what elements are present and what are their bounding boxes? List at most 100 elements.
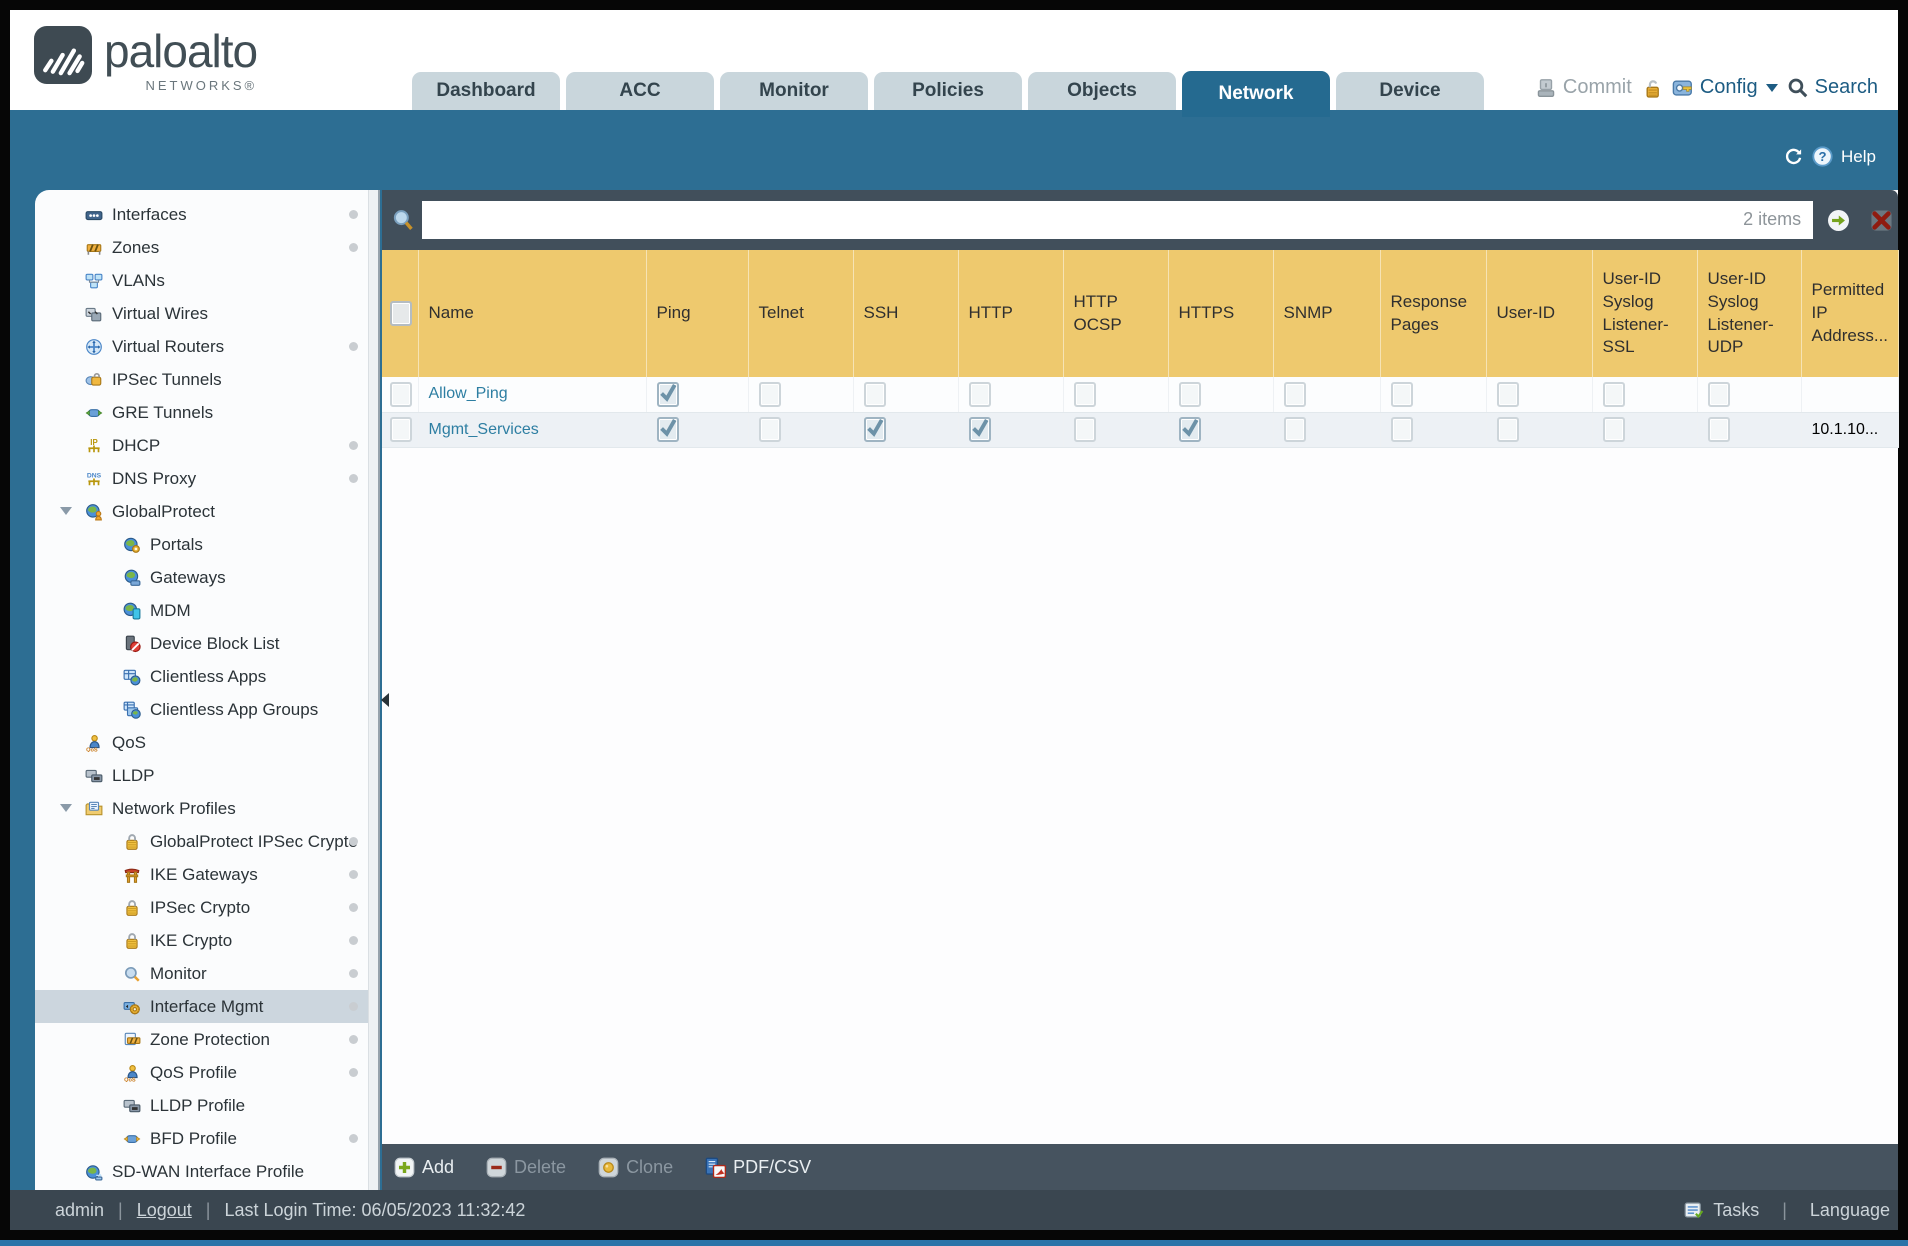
interface-mgmt-icon [123, 998, 141, 1016]
main-tabs: Dashboard ACC Monitor Policies Objects Networ… [412, 71, 1484, 117]
sidebar-item-globalprotect[interactable]: GlobalProtect [35, 495, 378, 528]
sidebar-item-virtual-wires[interactable]: Virtual Wires [35, 297, 378, 330]
help-label[interactable]: Help [1841, 146, 1876, 166]
column-header-http[interactable]: HTTP [958, 250, 1064, 377]
column-header-name[interactable]: Name [418, 250, 647, 377]
expander-down-icon[interactable] [60, 507, 72, 515]
profile-link[interactable]: Allow_Ping [428, 385, 508, 403]
sidebar-item-portals[interactable]: Portals [35, 528, 378, 561]
ipsec-tunnels-icon [85, 371, 103, 389]
sidebar-item-label: BFD Profile [150, 1128, 237, 1148]
sidebar-collapse-handle[interactable] [381, 693, 389, 707]
sidebar-item-globalprotect-ipsec-crypto[interactable]: GlobalProtect IPSec Crypto [35, 825, 378, 858]
sidebar-item-clientless-apps[interactable]: Clientless Apps [35, 660, 378, 693]
column-header-http-ocsp[interactable]: HTTP OCSP [1063, 250, 1169, 377]
logout-link[interactable]: Logout [136, 1199, 192, 1220]
gre-tunnels-icon [85, 404, 103, 422]
profile-link[interactable]: Mgmt_Services [428, 420, 539, 438]
apply-filter-button[interactable] [1822, 203, 1855, 237]
sidebar-item-sd-wan-interface-profile[interactable]: SD-WAN Interface Profile [35, 1155, 378, 1188]
sidebar-item-dns-proxy[interactable]: DNS DNS Proxy [35, 462, 378, 495]
sidebar-item-zones[interactable]: Zones [35, 231, 378, 264]
lock-open-icon[interactable] [1641, 77, 1663, 99]
tab-policies[interactable]: Policies [874, 72, 1022, 110]
pdfcsv-icon [705, 1157, 727, 1178]
sidebar: Interfaces Zones VLANs Virtual Wires Virtual… [35, 190, 380, 1190]
sidebar-item-ike-crypto[interactable]: IKE Crypto [35, 924, 378, 957]
sidebar-item-lldp[interactable]: LLDP [35, 759, 378, 792]
service-cell-http [958, 377, 1064, 413]
service-cell-https [1168, 377, 1274, 413]
monitor-icon [123, 965, 141, 983]
sidebar-item-device-block-list[interactable]: Device Block List [35, 627, 378, 660]
sidebar-item-virtual-routers[interactable]: Virtual Routers [35, 330, 378, 363]
sidebar-item-lldp-profile[interactable]: LLDP Profile [35, 1089, 378, 1122]
sidebar-item-interfaces[interactable]: Interfaces [35, 198, 378, 231]
column-header-user-id-syslog-listener-ssl[interactable]: User-ID Syslog Listener-SSL [1592, 250, 1698, 377]
tab-network[interactable]: Network [1182, 71, 1330, 117]
column-header-https[interactable]: HTTPS [1168, 250, 1274, 377]
sidebar-item-mdm[interactable]: MDM [35, 594, 378, 627]
sidebar-item-qos[interactable]: QoS QoS [35, 726, 378, 759]
sidebar-item-ipsec-tunnels[interactable]: IPSec Tunnels [35, 363, 378, 396]
sidebar-item-zone-protection[interactable]: Zone Protection [35, 1023, 378, 1056]
sidebar-scrollbar[interactable] [368, 190, 378, 1190]
unchecked-checkbox-icon [1390, 381, 1413, 407]
tab-objects[interactable]: Objects [1028, 72, 1176, 110]
status-dot [349, 243, 358, 252]
column-header-ping[interactable]: Ping [646, 250, 749, 377]
sidebar-item-label: MDM [150, 600, 191, 620]
add-button[interactable]: Add [394, 1157, 454, 1178]
select-all-checkbox[interactable] [390, 301, 412, 326]
config-menu-button[interactable]: Config [1672, 76, 1778, 99]
filter-input[interactable] [422, 201, 1814, 239]
sidebar-item-label: Interface Mgmt [150, 996, 264, 1016]
tab-acc[interactable]: ACC [566, 72, 714, 110]
sidebar-item-ike-gateways[interactable]: IKE Gateways [35, 858, 378, 891]
footer: admin | Logout | Last Login Time: 06/05/… [10, 1190, 1898, 1230]
refresh-icon[interactable] [1783, 146, 1804, 167]
clear-filter-button[interactable] [1865, 203, 1898, 237]
tab-device[interactable]: Device [1336, 72, 1484, 110]
sidebar-item-dhcp[interactable]: IP DHCP [35, 429, 378, 462]
config-icon [1672, 77, 1694, 99]
sidebar-item-gateways[interactable]: Gateways [35, 561, 378, 594]
column-header-user-id[interactable]: User-ID [1486, 250, 1593, 377]
top-bar: paloalto NETWORKS® Dashboard ACC Monitor Po… [10, 10, 1898, 117]
svg-text:DNS: DNS [87, 472, 102, 479]
pdf-csv-button[interactable]: PDF/CSV [705, 1157, 811, 1178]
sidebar-item-interface-mgmt[interactable]: Interface Mgmt [35, 990, 378, 1023]
tab-monitor[interactable]: Monitor [720, 72, 868, 110]
delete-button: Delete [486, 1157, 566, 1178]
row-checkbox[interactable] [390, 417, 412, 442]
column-header-user-id-syslog-listener-udp[interactable]: User-ID Syslog Listener-UDP [1697, 250, 1802, 377]
sidebar-item-gre-tunnels[interactable]: GRE Tunnels [35, 396, 378, 429]
expander-down-icon[interactable] [60, 804, 72, 812]
column-header-response-pages[interactable]: Response Pages [1380, 250, 1487, 377]
tasks-icon [1684, 1200, 1704, 1220]
service-cell-user-id-syslog-listener-udp [1697, 377, 1802, 413]
ike-gateways-icon [123, 866, 141, 884]
search-button[interactable]: Search [1787, 76, 1878, 99]
tasks-button[interactable]: Tasks [1713, 1199, 1760, 1220]
language-button[interactable]: Language [1809, 1199, 1890, 1220]
gateways-icon [123, 569, 141, 587]
column-header-snmp[interactable]: SNMP [1273, 250, 1381, 377]
service-cell-ssh [853, 377, 959, 413]
row-checkbox[interactable] [390, 381, 412, 407]
tab-dashboard[interactable]: Dashboard [412, 72, 560, 110]
sidebar-item-qos-profile[interactable]: QoS QoS Profile [35, 1056, 378, 1089]
sidebar-item-vlans[interactable]: VLANs [35, 264, 378, 297]
sidebar-item-clientless-app-groups[interactable]: Clientless App Groups [35, 693, 378, 726]
commit-button[interactable]: Commit [1535, 76, 1632, 99]
column-header-telnet[interactable]: Telnet [748, 250, 854, 377]
sidebar-item-ipsec-crypto[interactable]: IPSec Crypto [35, 891, 378, 924]
column-header-permitted-ip-address[interactable]: Permitted IP Address... [1801, 250, 1899, 377]
sidebar-item-monitor[interactable]: Monitor [35, 957, 378, 990]
service-cell-telnet [748, 412, 854, 448]
sidebar-item-network-profiles[interactable]: Network Profiles [35, 792, 378, 825]
help-icon[interactable]: ? [1812, 146, 1833, 167]
column-header-ssh[interactable]: SSH [853, 250, 959, 377]
sidebar-item-label: Zones [112, 237, 160, 257]
sidebar-item-bfd-profile[interactable]: BFD Profile [35, 1122, 378, 1155]
